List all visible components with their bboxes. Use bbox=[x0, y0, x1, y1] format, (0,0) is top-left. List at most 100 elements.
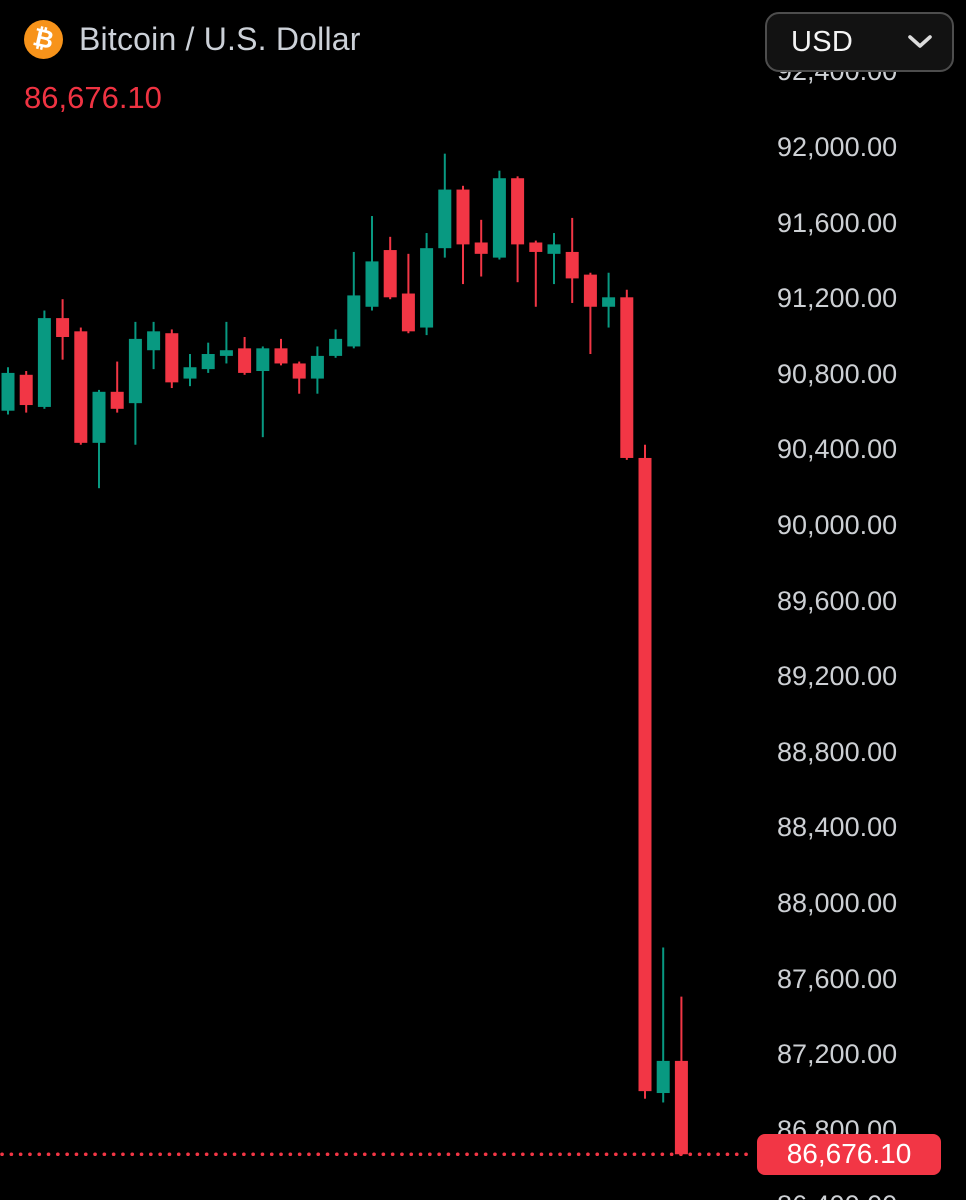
candle-body bbox=[201, 354, 215, 370]
candle-body bbox=[56, 318, 70, 337]
candle-body bbox=[492, 178, 506, 258]
candle-body bbox=[329, 338, 343, 356]
candle-body bbox=[219, 350, 233, 356]
candle[interactable] bbox=[128, 321, 142, 445]
candle-body bbox=[474, 242, 488, 254]
candle[interactable] bbox=[37, 310, 51, 409]
candle[interactable] bbox=[438, 153, 452, 258]
candle-body bbox=[565, 251, 579, 279]
price-axis-label: 90,400.00 bbox=[777, 434, 898, 465]
candle-wick bbox=[116, 361, 119, 413]
candle-body bbox=[456, 189, 470, 245]
candle-wick bbox=[553, 233, 555, 285]
chart-header: ₿ Bitcoin / U.S. Dollar bbox=[24, 20, 361, 59]
candle[interactable] bbox=[365, 216, 379, 311]
candle[interactable] bbox=[110, 361, 124, 413]
candle[interactable] bbox=[347, 251, 361, 349]
price-axis-label: 90,000.00 bbox=[777, 510, 898, 540]
candle[interactable] bbox=[401, 253, 415, 334]
currency-dropdown[interactable]: USD bbox=[765, 12, 954, 72]
bitcoin-glyph: ₿ bbox=[30, 23, 57, 55]
candle[interactable] bbox=[274, 338, 288, 366]
candle[interactable] bbox=[583, 272, 597, 355]
candle[interactable] bbox=[656, 947, 670, 1103]
candle[interactable] bbox=[638, 444, 652, 1099]
candle[interactable] bbox=[1, 367, 15, 415]
candle[interactable] bbox=[219, 321, 233, 364]
candle-body bbox=[310, 355, 324, 379]
candle[interactable] bbox=[383, 236, 397, 300]
candle[interactable] bbox=[420, 233, 434, 336]
candle-body bbox=[37, 318, 51, 407]
candle-body bbox=[165, 333, 179, 383]
candle[interactable] bbox=[602, 272, 616, 328]
candle-body bbox=[365, 261, 379, 307]
candle-body bbox=[110, 391, 124, 409]
candle-wick bbox=[662, 947, 665, 1103]
candle-body bbox=[19, 374, 33, 406]
candle[interactable] bbox=[620, 289, 634, 460]
candle-wick bbox=[534, 240, 537, 307]
candle-wick bbox=[225, 321, 228, 364]
candle-body bbox=[547, 244, 561, 254]
candle-body bbox=[656, 1060, 670, 1094]
price-axis-label: 88,000.00 bbox=[777, 888, 898, 919]
candle-body bbox=[147, 331, 161, 351]
candle-body bbox=[347, 295, 361, 347]
candle[interactable] bbox=[292, 361, 306, 394]
candle-body bbox=[1, 372, 15, 411]
price-axis-label: 90,800.00 bbox=[777, 358, 898, 389]
price-axis-label: 88,800.00 bbox=[777, 736, 898, 767]
candle[interactable] bbox=[492, 170, 506, 260]
candle-body bbox=[511, 178, 525, 245]
candle-body bbox=[74, 331, 88, 443]
candle-body bbox=[674, 1060, 688, 1155]
price-axis-label: 91,200.00 bbox=[777, 283, 898, 314]
candle[interactable] bbox=[238, 336, 252, 375]
candle[interactable] bbox=[19, 371, 33, 413]
symbol-title: Bitcoin / U.S. Dollar bbox=[79, 21, 361, 57]
price-axis-label: 89,200.00 bbox=[777, 661, 898, 692]
candle[interactable] bbox=[165, 329, 179, 389]
price-axis-label: 91,600.00 bbox=[777, 207, 898, 238]
price-axis-label: 89,600.00 bbox=[777, 585, 898, 616]
candle-body bbox=[420, 248, 434, 328]
price-axis-label: 87,200.00 bbox=[777, 1039, 898, 1070]
candle[interactable] bbox=[565, 217, 579, 303]
candle-body bbox=[256, 348, 270, 372]
currency-value: USD bbox=[791, 25, 854, 58]
candle-body bbox=[602, 297, 616, 307]
candle-wick bbox=[589, 272, 592, 355]
candle[interactable] bbox=[310, 346, 324, 394]
current-price-badge: 86,676.10 bbox=[757, 1133, 941, 1175]
price-axis-label: 88,400.00 bbox=[777, 812, 898, 843]
candle[interactable] bbox=[511, 176, 525, 283]
candle[interactable] bbox=[474, 219, 488, 277]
candle-body bbox=[128, 338, 142, 404]
candle-body bbox=[401, 293, 415, 332]
candle[interactable] bbox=[329, 329, 343, 358]
candle[interactable] bbox=[74, 327, 88, 445]
candle[interactable] bbox=[456, 185, 470, 285]
candle[interactable] bbox=[256, 346, 270, 438]
candle[interactable] bbox=[56, 299, 70, 360]
price-axis-label: 86,400.00 bbox=[777, 1190, 897, 1200]
candle[interactable] bbox=[674, 996, 688, 1156]
candle[interactable] bbox=[547, 233, 561, 285]
price-axis-label: 92,000.00 bbox=[777, 131, 898, 162]
candle-body bbox=[620, 297, 634, 458]
candle-body bbox=[638, 457, 652, 1092]
candle-wick bbox=[261, 346, 264, 438]
candle[interactable] bbox=[92, 389, 106, 489]
candle-body bbox=[238, 348, 252, 373]
candle-body bbox=[183, 367, 197, 379]
candle-body bbox=[274, 348, 288, 364]
candle[interactable] bbox=[147, 321, 161, 370]
candle[interactable] bbox=[183, 354, 197, 387]
candle[interactable] bbox=[201, 342, 215, 373]
price-axis-label: 87,600.00 bbox=[777, 963, 898, 994]
candle[interactable] bbox=[529, 240, 543, 307]
chevron-down-icon bbox=[908, 35, 932, 48]
